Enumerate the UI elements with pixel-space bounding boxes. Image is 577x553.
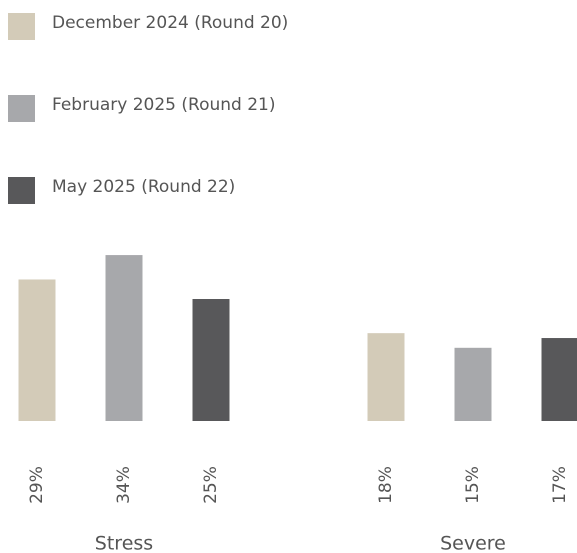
- legend-swatch: [8, 95, 35, 122]
- value-label: 15%: [463, 466, 483, 504]
- legend-label: December 2024 (Round 20): [52, 13, 288, 33]
- value-label: 29%: [27, 466, 47, 504]
- category-label: Stress: [95, 533, 153, 553]
- value-label: 18%: [376, 466, 396, 504]
- value-label: 17%: [550, 466, 570, 504]
- bar: [18, 279, 56, 421]
- value-label: 25%: [201, 466, 221, 504]
- bar: [105, 255, 143, 421]
- bar: [192, 299, 230, 421]
- bar: [541, 338, 577, 421]
- bar: [367, 333, 405, 421]
- category-label: Severe: [440, 533, 506, 553]
- legend-swatch: [8, 13, 35, 40]
- value-label: 34%: [114, 466, 134, 504]
- legend-swatch: [8, 177, 35, 204]
- legend-label: May 2025 (Round 22): [52, 177, 235, 197]
- legend-label: February 2025 (Round 21): [52, 95, 276, 115]
- bar: [454, 347, 492, 421]
